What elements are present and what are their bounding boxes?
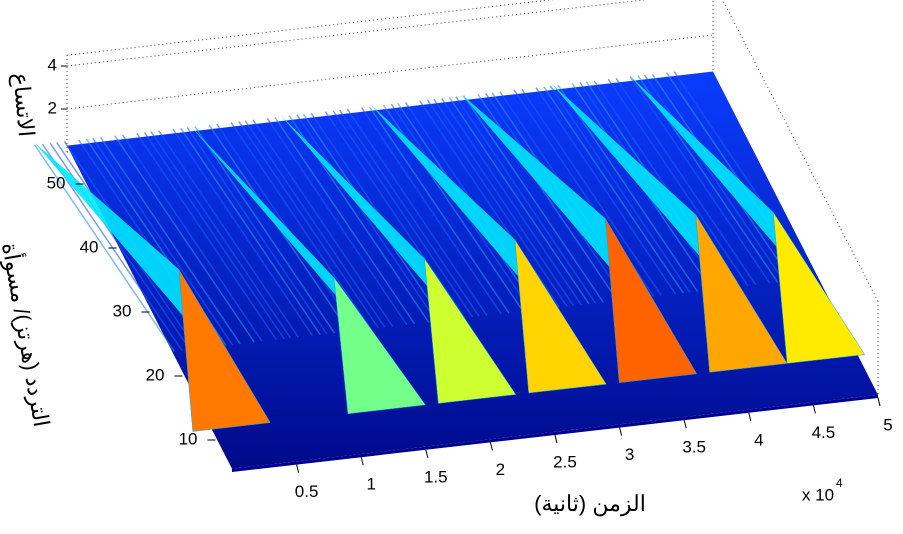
surface-streak — [324, 111, 466, 319]
peak — [605, 218, 698, 383]
surface-streak — [216, 123, 358, 331]
surface-streak — [238, 121, 380, 329]
y-tick-label: 40 — [80, 237, 99, 256]
surface-streak — [549, 85, 691, 293]
surface-streak — [99, 136, 241, 345]
x-tick-label: 1 — [366, 475, 375, 494]
peak-ridge — [34, 142, 184, 317]
x-tick-label: 5 — [883, 415, 892, 434]
z-grid-line — [66, 0, 648, 67]
surface-streak — [244, 120, 386, 328]
surface-streak — [180, 127, 321, 336]
z-grid-line — [66, 34, 714, 110]
surface-front — [232, 394, 878, 472]
surface-streak — [557, 84, 699, 292]
surface-streak — [114, 135, 255, 343]
surface-streak — [433, 98, 575, 307]
x-tick-label: 2 — [496, 460, 505, 479]
y-tick-label: 50 — [47, 173, 66, 192]
surface-streak — [463, 95, 604, 303]
peak-ridge — [629, 74, 778, 249]
surface-streak — [266, 117, 408, 326]
x-multiplier: x 10 — [802, 485, 834, 504]
surface-streak — [121, 134, 263, 342]
x-tick — [296, 464, 300, 473]
peak-ridge — [461, 94, 610, 268]
box-edge — [66, 0, 554, 56]
peak — [333, 276, 426, 415]
x-tick — [877, 397, 881, 407]
x-tick-label: 2.5 — [553, 452, 577, 471]
x-exponent: 4 — [836, 476, 843, 490]
x-tick-label: 3 — [625, 445, 634, 464]
surface-streak — [338, 109, 480, 317]
peak — [695, 214, 788, 373]
surface — [34, 71, 878, 472]
surface-streak — [194, 126, 336, 334]
surface-streak — [150, 131, 292, 339]
peak — [514, 239, 607, 394]
surface-streak — [455, 96, 597, 304]
surface-streak — [643, 74, 785, 282]
surface-streak — [143, 131, 285, 340]
surface-streak — [535, 87, 677, 295]
z-tick-label: 4 — [48, 55, 57, 74]
surface-streak — [521, 88, 662, 297]
x-tick-label: 4.5 — [812, 423, 836, 442]
x-tick-label: 4 — [754, 430, 763, 449]
surface-streak — [252, 119, 394, 327]
surface-streak — [607, 78, 749, 287]
peak-ridge — [370, 104, 520, 278]
surface-streak — [296, 114, 438, 322]
x-tick — [683, 420, 687, 429]
x-tick-label: 1.5 — [424, 467, 448, 486]
surface-streak — [346, 108, 488, 317]
surface-streak — [332, 110, 474, 318]
surface-streak — [368, 106, 510, 314]
box-edge — [722, 0, 879, 302]
z-axis-label: الاتساع — [7, 72, 39, 138]
surface-streak — [360, 107, 502, 315]
surface-streak — [615, 77, 757, 286]
surface-streak — [92, 137, 234, 346]
y-tick-label: 20 — [146, 365, 165, 384]
peak-ridge — [280, 114, 430, 289]
surface-streak — [136, 132, 277, 341]
surface-streak — [186, 127, 328, 335]
surface-streak — [426, 99, 568, 307]
surface-streak — [543, 86, 684, 294]
peak — [424, 258, 517, 404]
peak — [772, 211, 866, 364]
y-axis-label: التردد (هرتز)/ مسوأة — [0, 240, 57, 429]
y-tick-label: 10 — [179, 429, 198, 448]
x-tick — [489, 442, 493, 451]
surface-streak — [158, 130, 299, 338]
surface-streak — [441, 97, 582, 306]
peak-ridge — [189, 125, 339, 299]
surface-streak — [230, 122, 372, 330]
surface-streak — [172, 128, 314, 336]
x-tick — [812, 405, 816, 414]
x-tick — [425, 449, 429, 458]
x-tick — [619, 427, 623, 436]
x-tick — [360, 457, 364, 466]
surface-streak — [274, 117, 416, 325]
y-tick-label: 30 — [113, 301, 132, 320]
axes: 2 4 0.5 1 1.5 2 2.5 3 3.5 4 4.5 5 10 20 30 40 50 — [47, 55, 893, 501]
x-axis-label: الزمن (ثانية) — [534, 491, 646, 517]
z-tick-label: 2 — [48, 98, 57, 117]
x-tick — [554, 434, 558, 444]
surface-streak — [448, 97, 590, 305]
peak-ridge — [551, 83, 701, 258]
x-tick — [748, 412, 752, 421]
surface-streak — [629, 76, 771, 284]
x-tick-label: 0.5 — [295, 482, 319, 501]
x-tick-label: 3.5 — [682, 438, 706, 457]
peak — [178, 269, 271, 432]
surface-streak — [34, 144, 175, 352]
